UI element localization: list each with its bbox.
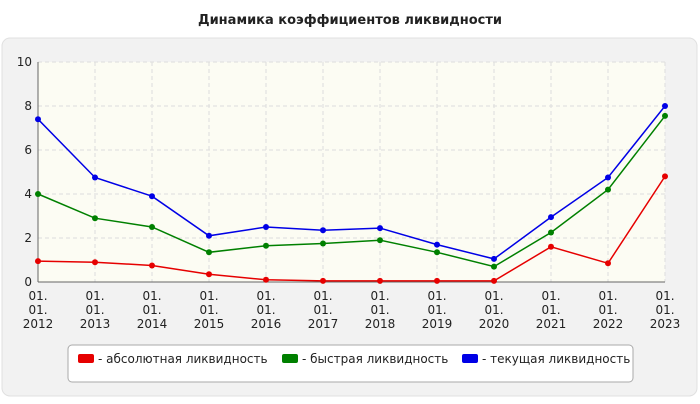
point (662, 173, 668, 180)
y-tick-label: 6 (24, 143, 32, 157)
point (92, 215, 98, 222)
point (263, 224, 269, 230)
y-tick-label: 8 (24, 99, 32, 113)
point (206, 271, 212, 278)
y-tick-label: 10 (17, 55, 32, 69)
plot-area (38, 62, 665, 282)
legend-label: - абсолютная ликвидность (98, 352, 268, 366)
point (662, 112, 668, 119)
legend-swatch (462, 354, 478, 363)
x-tick-label: 01. 01. 2014 (137, 289, 168, 331)
y-tick-label: 0 (24, 275, 32, 289)
legend (67, 344, 634, 383)
point (149, 224, 155, 230)
point (92, 174, 98, 181)
point (92, 259, 98, 266)
point (263, 242, 269, 249)
x-tick-label: 01. 01. 2021 (536, 289, 567, 331)
point (149, 193, 155, 200)
point (548, 229, 554, 236)
point (605, 186, 611, 193)
chart-title: Динамика коэффициентов ликвидности (198, 13, 502, 28)
x-tick-label: 01. 01. 2012 (23, 289, 54, 331)
legend-label: - быстрая ликвидность (302, 352, 448, 366)
x-tick-label: 01. 01. 2020 (479, 289, 510, 331)
point (149, 262, 155, 269)
point (491, 263, 497, 270)
x-tick-label: 01. 01. 2018 (365, 289, 396, 331)
point (320, 240, 326, 247)
x-tick-label: 01. 01. 2022 (593, 289, 624, 331)
series-line (37, 105, 666, 260)
x-tick-label: 01. 01. 2015 (194, 289, 225, 331)
series-line (37, 175, 666, 282)
point (491, 277, 497, 284)
point (377, 277, 383, 284)
x-tick-label: 01. 01. 2013 (80, 289, 111, 331)
point (263, 276, 269, 283)
point (434, 277, 440, 284)
point (206, 232, 212, 239)
legend-swatch (282, 354, 298, 363)
point (434, 241, 440, 248)
x-tick-label: 01. 01. 2016 (251, 289, 282, 331)
point (434, 249, 440, 256)
point (35, 258, 41, 265)
point (548, 214, 554, 221)
point (548, 243, 554, 250)
series-line (37, 115, 666, 268)
y-tick-label: 2 (24, 231, 32, 245)
x-tick-label: 01. 01. 2019 (422, 289, 453, 331)
legend-label: - текущая ликвидность (482, 352, 630, 366)
legend-swatch (78, 354, 94, 363)
point (320, 227, 326, 234)
point (605, 174, 611, 181)
point (377, 225, 383, 232)
point (206, 249, 212, 256)
x-tick-label: 01. 01. 2023 (650, 289, 681, 331)
point (662, 103, 668, 109)
y-tick-label: 4 (24, 187, 32, 201)
point (320, 277, 326, 284)
point (35, 191, 41, 197)
point (605, 260, 611, 267)
x-tick-label: 01. 01. 2017 (308, 289, 339, 331)
point (377, 237, 383, 244)
point (35, 116, 41, 123)
point (491, 255, 497, 262)
